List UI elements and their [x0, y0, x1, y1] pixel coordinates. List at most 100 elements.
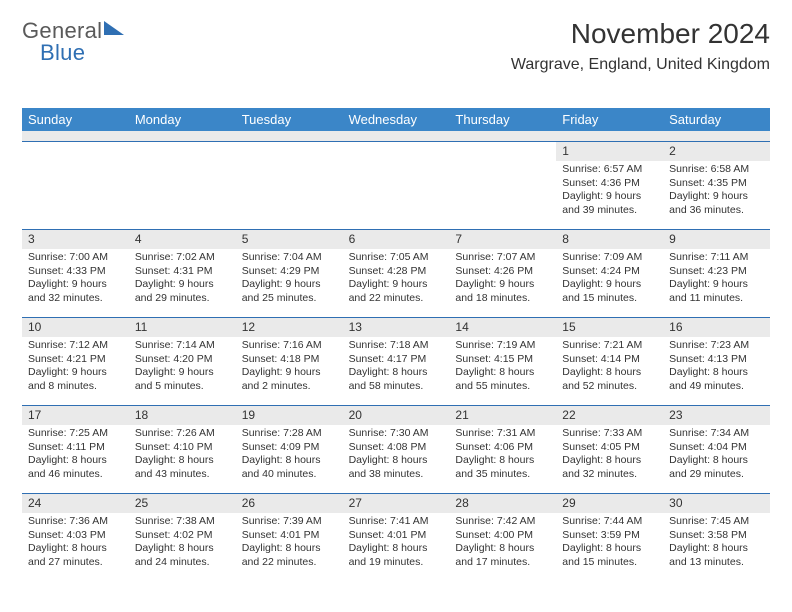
- calendar-cell: 24Sunrise: 7:36 AMSunset: 4:03 PMDayligh…: [22, 493, 129, 581]
- header-right: November 2024 Wargrave, England, United …: [511, 18, 770, 74]
- daynum-bar: 13: [343, 318, 450, 337]
- daylight-text: Daylight: 9 hours and 29 minutes.: [135, 278, 230, 305]
- sunset-text: Sunset: 4:09 PM: [242, 441, 337, 454]
- sunrise-text: Sunrise: 7:11 AM: [669, 251, 764, 264]
- month-title: November 2024: [511, 18, 770, 50]
- calendar-cell: 26Sunrise: 7:39 AMSunset: 4:01 PMDayligh…: [236, 493, 343, 581]
- daylight-text: Daylight: 8 hours and 32 minutes.: [562, 454, 657, 481]
- sunrise-text: Sunrise: 7:02 AM: [135, 251, 230, 264]
- dayhead-thu: Thursday: [449, 108, 556, 131]
- day-info: Sunrise: 7:16 AMSunset: 4:18 PMDaylight:…: [236, 337, 343, 398]
- sunset-text: Sunset: 4:31 PM: [135, 265, 230, 278]
- sunset-text: Sunset: 4:15 PM: [455, 353, 550, 366]
- daylight-text: Daylight: 9 hours and 39 minutes.: [562, 190, 657, 217]
- daynum-bar: 15: [556, 318, 663, 337]
- sunset-text: Sunset: 4:35 PM: [669, 177, 764, 190]
- daynum-bar: 25: [129, 494, 236, 513]
- calendar-cell: 25Sunrise: 7:38 AMSunset: 4:02 PMDayligh…: [129, 493, 236, 581]
- daylight-text: Daylight: 8 hours and 13 minutes.: [669, 542, 764, 569]
- sunset-text: Sunset: 4:03 PM: [28, 529, 123, 542]
- sunset-text: Sunset: 4:24 PM: [562, 265, 657, 278]
- daynum-bar: 23: [663, 406, 770, 425]
- calendar-cell: 12Sunrise: 7:16 AMSunset: 4:18 PMDayligh…: [236, 317, 343, 405]
- sunrise-text: Sunrise: 7:19 AM: [455, 339, 550, 352]
- daylight-text: Daylight: 9 hours and 11 minutes.: [669, 278, 764, 305]
- calendar-cell: [343, 141, 450, 229]
- sunset-text: Sunset: 4:10 PM: [135, 441, 230, 454]
- sunrise-text: Sunrise: 6:58 AM: [669, 163, 764, 176]
- logo-text-blue: Blue: [40, 40, 85, 65]
- daylight-text: Daylight: 9 hours and 15 minutes.: [562, 278, 657, 305]
- daylight-text: Daylight: 8 hours and 55 minutes.: [455, 366, 550, 393]
- day-info: Sunrise: 6:57 AMSunset: 4:36 PMDaylight:…: [556, 161, 663, 222]
- day-info: Sunrise: 7:07 AMSunset: 4:26 PMDaylight:…: [449, 249, 556, 310]
- sunrise-text: Sunrise: 7:45 AM: [669, 515, 764, 528]
- sunrise-text: Sunrise: 7:25 AM: [28, 427, 123, 440]
- day-info: Sunrise: 7:38 AMSunset: 4:02 PMDaylight:…: [129, 513, 236, 574]
- sunset-text: Sunset: 4:11 PM: [28, 441, 123, 454]
- daylight-text: Daylight: 8 hours and 27 minutes.: [28, 542, 123, 569]
- sunset-text: Sunset: 4:26 PM: [455, 265, 550, 278]
- daynum-bar: 19: [236, 406, 343, 425]
- calendar-cell: 4Sunrise: 7:02 AMSunset: 4:31 PMDaylight…: [129, 229, 236, 317]
- sunrise-text: Sunrise: 7:42 AM: [455, 515, 550, 528]
- daylight-text: Daylight: 8 hours and 22 minutes.: [242, 542, 337, 569]
- sunrise-text: Sunrise: 7:34 AM: [669, 427, 764, 440]
- daylight-text: Daylight: 8 hours and 58 minutes.: [349, 366, 444, 393]
- sunset-text: Sunset: 4:28 PM: [349, 265, 444, 278]
- location-text: Wargrave, England, United Kingdom: [511, 56, 770, 74]
- sunrise-text: Sunrise: 7:09 AM: [562, 251, 657, 264]
- calendar-cell: 22Sunrise: 7:33 AMSunset: 4:05 PMDayligh…: [556, 405, 663, 493]
- day-info: Sunrise: 7:05 AMSunset: 4:28 PMDaylight:…: [343, 249, 450, 310]
- day-info: Sunrise: 7:18 AMSunset: 4:17 PMDaylight:…: [343, 337, 450, 398]
- dayhead-fri: Friday: [556, 108, 663, 131]
- day-info: Sunrise: 7:02 AMSunset: 4:31 PMDaylight:…: [129, 249, 236, 310]
- daynum-bar: 26: [236, 494, 343, 513]
- daynum-bar: 28: [449, 494, 556, 513]
- sunset-text: Sunset: 4:01 PM: [242, 529, 337, 542]
- sunrise-text: Sunrise: 7:00 AM: [28, 251, 123, 264]
- sunrise-text: Sunrise: 7:07 AM: [455, 251, 550, 264]
- dayhead-tue: Tuesday: [236, 108, 343, 131]
- day-info: Sunrise: 7:28 AMSunset: 4:09 PMDaylight:…: [236, 425, 343, 486]
- sunrise-text: Sunrise: 7:23 AM: [669, 339, 764, 352]
- calendar-cell: 14Sunrise: 7:19 AMSunset: 4:15 PMDayligh…: [449, 317, 556, 405]
- sunset-text: Sunset: 4:23 PM: [669, 265, 764, 278]
- daylight-text: Daylight: 8 hours and 38 minutes.: [349, 454, 444, 481]
- daynum-bar: 24: [22, 494, 129, 513]
- sunset-text: Sunset: 4:18 PM: [242, 353, 337, 366]
- day-info: Sunrise: 7:21 AMSunset: 4:14 PMDaylight:…: [556, 337, 663, 398]
- calendar-cell: 16Sunrise: 7:23 AMSunset: 4:13 PMDayligh…: [663, 317, 770, 405]
- daynum-bar: 8: [556, 230, 663, 249]
- calendar-cell: 7Sunrise: 7:07 AMSunset: 4:26 PMDaylight…: [449, 229, 556, 317]
- daynum-bar: 12: [236, 318, 343, 337]
- daynum-bar: 22: [556, 406, 663, 425]
- header-spacer: [22, 131, 770, 141]
- day-info: Sunrise: 7:26 AMSunset: 4:10 PMDaylight:…: [129, 425, 236, 486]
- daynum-bar: 29: [556, 494, 663, 513]
- sunset-text: Sunset: 4:01 PM: [349, 529, 444, 542]
- calendar-cell: 19Sunrise: 7:28 AMSunset: 4:09 PMDayligh…: [236, 405, 343, 493]
- logo-text-blue-wrap: Blue: [40, 40, 85, 66]
- day-info: Sunrise: 7:12 AMSunset: 4:21 PMDaylight:…: [22, 337, 129, 398]
- day-header-row: Sunday Monday Tuesday Wednesday Thursday…: [22, 108, 770, 131]
- day-info: Sunrise: 7:23 AMSunset: 4:13 PMDaylight:…: [663, 337, 770, 398]
- daylight-text: Daylight: 8 hours and 49 minutes.: [669, 366, 764, 393]
- sunrise-text: Sunrise: 7:26 AM: [135, 427, 230, 440]
- sunset-text: Sunset: 3:58 PM: [669, 529, 764, 542]
- daynum-bar: 9: [663, 230, 770, 249]
- sunset-text: Sunset: 4:33 PM: [28, 265, 123, 278]
- calendar-cell: [449, 141, 556, 229]
- day-info: Sunrise: 7:34 AMSunset: 4:04 PMDaylight:…: [663, 425, 770, 486]
- calendar-cell: 13Sunrise: 7:18 AMSunset: 4:17 PMDayligh…: [343, 317, 450, 405]
- calendar-cell: 11Sunrise: 7:14 AMSunset: 4:20 PMDayligh…: [129, 317, 236, 405]
- day-info: Sunrise: 7:39 AMSunset: 4:01 PMDaylight:…: [236, 513, 343, 574]
- sunrise-text: Sunrise: 7:18 AM: [349, 339, 444, 352]
- sunrise-text: Sunrise: 7:16 AM: [242, 339, 337, 352]
- daynum-bar: 2: [663, 142, 770, 161]
- daynum-bar: 10: [22, 318, 129, 337]
- daylight-text: Daylight: 8 hours and 29 minutes.: [669, 454, 764, 481]
- daynum-bar: 11: [129, 318, 236, 337]
- daynum-bar-empty: [129, 142, 236, 161]
- sunset-text: Sunset: 4:21 PM: [28, 353, 123, 366]
